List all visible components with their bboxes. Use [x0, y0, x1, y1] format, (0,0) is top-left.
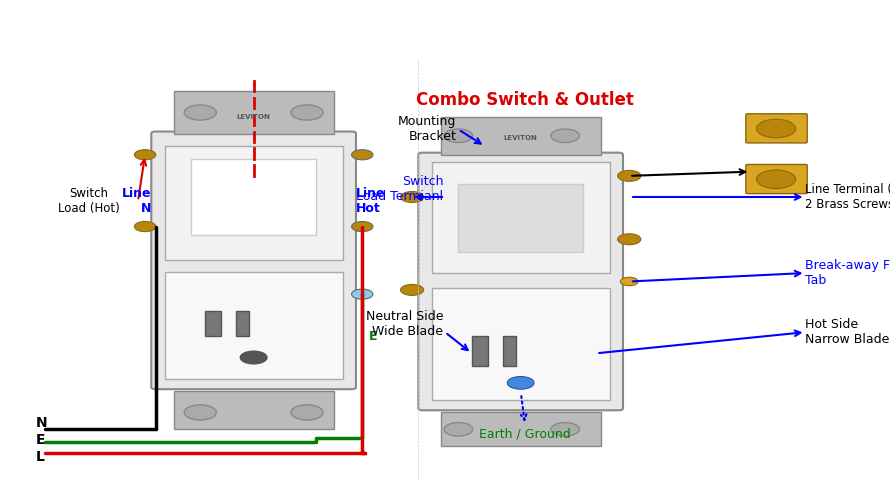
Bar — [174, 391, 334, 429]
Circle shape — [756, 119, 796, 138]
Bar — [441, 117, 601, 155]
Circle shape — [551, 129, 579, 143]
Circle shape — [184, 405, 216, 420]
Bar — [472, 336, 488, 366]
Bar — [205, 311, 221, 336]
Text: Line
Hot: Line Hot — [356, 187, 385, 215]
Circle shape — [291, 105, 323, 120]
Text: Mounting
Bracket: Mounting Bracket — [398, 115, 457, 144]
Circle shape — [134, 221, 156, 232]
Text: LEVITON: LEVITON — [504, 135, 538, 141]
Text: N: N — [36, 416, 47, 430]
Text: Earth / Ground: Earth / Ground — [479, 427, 571, 440]
Text: Line Terminal (Hot)
2 Brass Screws: Line Terminal (Hot) 2 Brass Screws — [805, 183, 890, 211]
Circle shape — [400, 285, 424, 295]
FancyBboxPatch shape — [746, 165, 807, 193]
Circle shape — [240, 351, 267, 364]
Circle shape — [352, 150, 373, 160]
Text: Break-away Fin
Tab: Break-away Fin Tab — [805, 259, 890, 287]
Circle shape — [620, 277, 638, 286]
Circle shape — [352, 289, 373, 299]
Circle shape — [551, 422, 579, 436]
Text: L: L — [36, 450, 44, 464]
FancyBboxPatch shape — [746, 114, 807, 143]
Circle shape — [352, 221, 373, 232]
Bar — [174, 91, 334, 133]
Circle shape — [134, 150, 156, 160]
Text: Combo Switch & Outlet: Combo Switch & Outlet — [417, 91, 634, 109]
Text: E: E — [36, 433, 45, 447]
Circle shape — [400, 192, 424, 203]
Circle shape — [618, 234, 641, 245]
Circle shape — [184, 105, 216, 120]
Text: Switch
Load (Hot): Switch Load (Hot) — [58, 187, 120, 215]
Bar — [165, 272, 343, 379]
Bar — [432, 161, 610, 273]
Text: Neutral Side
Wide Blade: Neutral Side Wide Blade — [366, 310, 443, 338]
Circle shape — [756, 170, 796, 189]
Bar — [503, 336, 516, 366]
Text: Line
N: Line N — [122, 187, 151, 215]
Circle shape — [291, 405, 323, 420]
Text: What is Switch & Outlet Combo & How to Wire It?: What is Switch & Outlet Combo & How to W… — [19, 14, 871, 43]
Text: LEVITON: LEVITON — [237, 114, 271, 120]
Text: E: E — [369, 330, 378, 343]
Bar — [165, 146, 343, 260]
Bar — [236, 311, 249, 336]
Text: Hot Side
Narrow Blade: Hot Side Narrow Blade — [805, 318, 890, 346]
Bar — [458, 184, 583, 252]
Bar — [441, 412, 601, 446]
FancyBboxPatch shape — [151, 132, 356, 389]
Bar — [191, 159, 316, 235]
Bar — [432, 288, 610, 400]
Text: Switch
Load Termianl: Switch Load Termianl — [356, 175, 443, 203]
Circle shape — [618, 170, 641, 181]
FancyBboxPatch shape — [418, 153, 623, 410]
Circle shape — [507, 376, 534, 389]
Circle shape — [444, 129, 473, 143]
Circle shape — [444, 422, 473, 436]
